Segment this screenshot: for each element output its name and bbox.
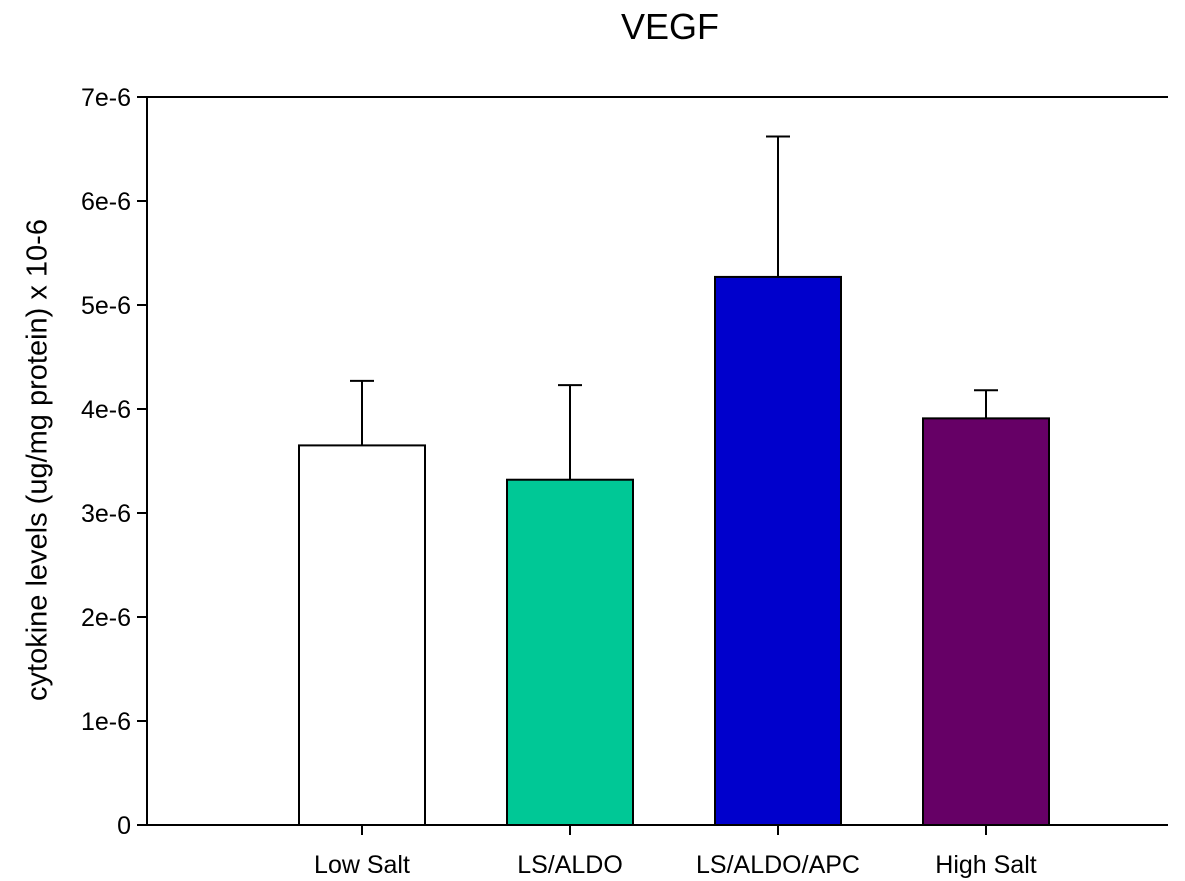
- y-tick-label: 6e-6: [81, 188, 131, 216]
- y-tick-label: 0: [117, 812, 131, 840]
- bar: [714, 275, 842, 827]
- y-tick-label: 7e-6: [81, 84, 131, 112]
- y-tick-label: 2e-6: [81, 604, 131, 632]
- x-tick-label: High Salt: [935, 851, 1036, 879]
- y-tick-label: 5e-6: [81, 292, 131, 320]
- bar: [922, 417, 1050, 826]
- x-tick-label: LS/ALDO/APC: [696, 851, 860, 879]
- y-tick-label: 1e-6: [81, 708, 131, 736]
- x-tick-label: Low Salt: [314, 851, 410, 879]
- y-tick-label: 4e-6: [81, 396, 131, 424]
- bar: [298, 444, 426, 826]
- y-tick-label: 3e-6: [81, 500, 131, 528]
- chart-title: VEGF: [620, 6, 719, 47]
- x-tick-label: LS/ALDO: [517, 851, 623, 879]
- bar: [506, 478, 634, 826]
